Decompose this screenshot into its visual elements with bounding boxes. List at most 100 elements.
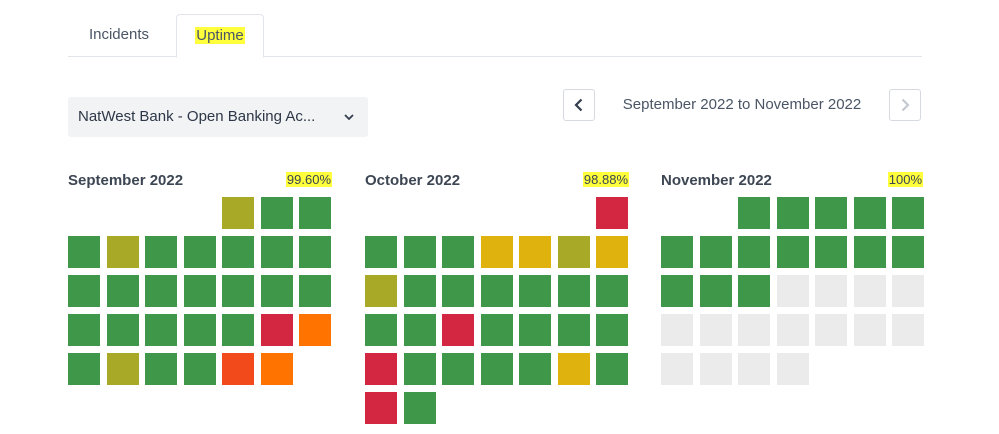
day-cell[interactable] [403, 275, 436, 307]
day-cell[interactable] [222, 236, 254, 268]
day-cell[interactable] [815, 236, 847, 268]
day-cell[interactable] [403, 236, 436, 268]
day-cell[interactable] [557, 314, 590, 346]
day-cell[interactable] [403, 353, 436, 385]
service-select[interactable]: NatWest Bank - Open Banking Ac... [68, 97, 368, 137]
day-cell[interactable] [853, 275, 886, 307]
day-cell[interactable] [222, 275, 254, 307]
day-cell[interactable] [853, 314, 886, 346]
day-cell[interactable] [661, 353, 693, 385]
day-cell[interactable] [892, 197, 924, 229]
day-cell[interactable] [260, 353, 293, 385]
day-cell[interactable] [776, 353, 809, 385]
month-uptime-percent: 100% [887, 172, 923, 187]
day-cell[interactable] [68, 236, 100, 268]
day-cell[interactable] [480, 353, 513, 385]
day-cell[interactable] [480, 236, 513, 268]
day-cell[interactable] [442, 314, 474, 346]
day-cell[interactable] [596, 236, 628, 268]
day-cell[interactable] [222, 353, 254, 385]
day-cell[interactable] [776, 197, 809, 229]
day-cell[interactable] [480, 314, 513, 346]
day-cell[interactable] [557, 275, 590, 307]
day-cell[interactable] [183, 236, 216, 268]
day-cell[interactable] [661, 275, 693, 307]
day-cell[interactable] [68, 353, 100, 385]
day-cell[interactable] [815, 314, 847, 346]
day-cell[interactable] [260, 314, 293, 346]
day-cell[interactable] [892, 314, 924, 346]
next-range-button[interactable] [889, 89, 921, 121]
day-cell[interactable] [106, 275, 139, 307]
day-cell[interactable] [738, 353, 770, 385]
day-cell[interactable] [260, 197, 293, 229]
day-cell[interactable] [853, 236, 886, 268]
day-cell[interactable] [222, 197, 254, 229]
day-cell[interactable] [260, 275, 293, 307]
day-cell[interactable] [738, 275, 770, 307]
day-cell[interactable] [106, 353, 139, 385]
day-cell[interactable] [183, 314, 216, 346]
day-cell[interactable] [519, 314, 551, 346]
previous-range-button[interactable] [563, 89, 595, 121]
day-cell[interactable] [738, 236, 770, 268]
day-cell[interactable] [892, 236, 924, 268]
day-cell[interactable] [596, 197, 628, 229]
day-cell[interactable] [260, 236, 293, 268]
day-cell[interactable] [365, 314, 397, 346]
day-cell[interactable] [661, 236, 693, 268]
day-cell[interactable] [442, 353, 474, 385]
day-cell[interactable] [442, 275, 474, 307]
day-cell[interactable] [557, 236, 590, 268]
day-cell[interactable] [145, 353, 177, 385]
day-cell[interactable] [183, 275, 216, 307]
day-cell[interactable] [365, 392, 397, 424]
day-cell[interactable] [815, 275, 847, 307]
day-cell[interactable] [480, 275, 513, 307]
chevron-left-icon [574, 98, 583, 112]
day-cell[interactable] [106, 236, 139, 268]
day-cell[interactable] [853, 197, 886, 229]
day-cell[interactable] [403, 314, 436, 346]
day-cell[interactable] [776, 314, 809, 346]
day-cell[interactable] [222, 314, 254, 346]
day-cell[interactable] [699, 275, 732, 307]
day-cell[interactable] [68, 275, 100, 307]
day-cell[interactable] [596, 353, 628, 385]
day-cell[interactable] [365, 275, 397, 307]
day-cell[interactable] [699, 236, 732, 268]
day-cell[interactable] [557, 353, 590, 385]
day-cell[interactable] [403, 392, 436, 424]
day-cell[interactable] [699, 314, 732, 346]
day-cell[interactable] [145, 275, 177, 307]
day-cell[interactable] [519, 236, 551, 268]
tab-uptime-label: Uptime [195, 27, 245, 44]
day-cell[interactable] [776, 275, 809, 307]
day-cell[interactable] [519, 353, 551, 385]
day-cell[interactable] [365, 236, 397, 268]
tab-incidents[interactable]: Incidents [68, 14, 170, 56]
day-cell[interactable] [68, 314, 100, 346]
day-cell[interactable] [596, 275, 628, 307]
day-cell[interactable] [299, 197, 331, 229]
tab-uptime[interactable]: Uptime [176, 14, 264, 58]
day-cell[interactable] [699, 353, 732, 385]
day-cell[interactable] [776, 236, 809, 268]
day-cell[interactable] [145, 236, 177, 268]
day-cell[interactable] [299, 314, 331, 346]
day-cell[interactable] [596, 314, 628, 346]
day-cell[interactable] [892, 275, 924, 307]
day-cell[interactable] [661, 314, 693, 346]
day-cell[interactable] [365, 353, 397, 385]
day-cell[interactable] [145, 314, 177, 346]
day-cell[interactable] [299, 236, 331, 268]
day-cell[interactable] [815, 197, 847, 229]
day-cell[interactable] [738, 197, 770, 229]
day-cell[interactable] [299, 275, 331, 307]
day-cell[interactable] [442, 236, 474, 268]
day-cell[interactable] [183, 353, 216, 385]
date-range-label: September 2022 to November 2022 [622, 96, 862, 113]
day-cell[interactable] [738, 314, 770, 346]
day-cell[interactable] [519, 275, 551, 307]
day-cell[interactable] [106, 314, 139, 346]
